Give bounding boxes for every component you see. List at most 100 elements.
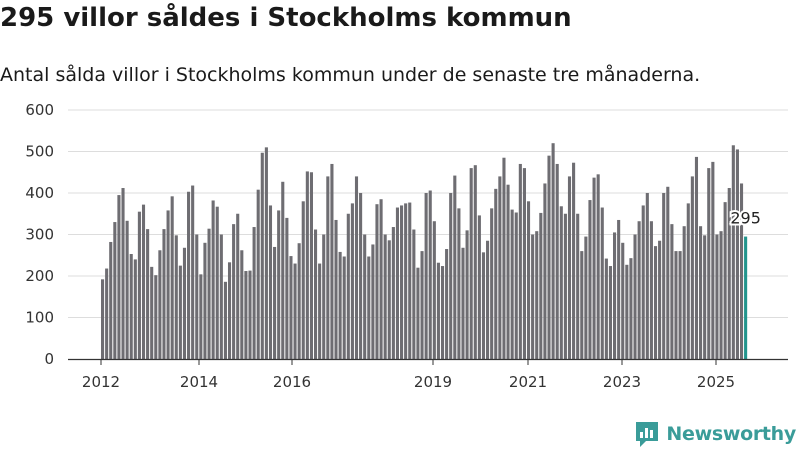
bar	[445, 249, 449, 359]
bar	[367, 256, 371, 359]
bar	[383, 234, 387, 359]
bar	[711, 161, 715, 360]
bar	[330, 163, 334, 359]
y-tick-label: 0	[44, 350, 54, 368]
bar	[727, 188, 731, 359]
bar	[604, 258, 608, 359]
bar	[440, 266, 445, 359]
bar	[506, 184, 510, 359]
bar	[731, 145, 735, 359]
bar	[215, 206, 219, 359]
bar	[150, 266, 154, 359]
bar	[608, 266, 612, 359]
bar	[191, 185, 195, 359]
brand-logo: Newsworthy	[634, 419, 796, 449]
bar	[432, 221, 436, 359]
bar	[195, 234, 199, 359]
x-tick-label: 2014	[180, 373, 218, 391]
brand-name: Newsworthy	[666, 423, 796, 445]
bar	[490, 208, 494, 359]
bar	[629, 258, 633, 359]
highlight-value-label: 295	[730, 209, 761, 228]
bar	[379, 199, 383, 359]
bar	[227, 262, 232, 359]
bar	[563, 213, 567, 359]
bar	[703, 235, 707, 359]
bar	[395, 207, 400, 359]
bar	[309, 172, 313, 359]
bar	[641, 205, 645, 359]
bar	[666, 186, 670, 359]
bar	[289, 256, 293, 359]
bar	[588, 200, 592, 359]
bar	[555, 163, 559, 359]
bar	[420, 251, 424, 359]
bar	[182, 247, 187, 359]
x-tick-label: 2023	[603, 373, 641, 391]
bar	[178, 265, 182, 360]
bar	[338, 251, 342, 359]
bar	[637, 221, 641, 359]
bar	[502, 157, 506, 359]
x-tick-label: 2019	[414, 373, 452, 391]
bar	[531, 234, 535, 359]
y-tick-label: 200	[25, 267, 54, 285]
bar	[457, 208, 461, 359]
bar	[707, 168, 711, 359]
bar	[268, 205, 273, 359]
bar	[453, 175, 457, 359]
highlighted-bar	[744, 236, 748, 359]
bar	[522, 168, 526, 359]
bar	[322, 234, 326, 359]
bar	[645, 193, 649, 359]
bar	[375, 204, 379, 359]
x-axis-tick-labels: 2012 2014 2016 2019 2021 2023 2025	[82, 373, 735, 391]
bar	[625, 264, 629, 359]
bar	[371, 244, 375, 359]
bar	[199, 274, 203, 359]
bar	[219, 234, 223, 359]
bar	[481, 252, 486, 359]
y-tick-label: 300	[25, 226, 54, 244]
bar	[694, 156, 699, 359]
bar	[416, 267, 420, 359]
bar	[494, 188, 498, 359]
bar	[596, 174, 600, 359]
chart-subtitle: Antal sålda villor i Stockholms kommun u…	[0, 64, 701, 86]
bar	[715, 234, 719, 359]
bar	[621, 242, 625, 359]
bar	[293, 263, 297, 359]
bar	[690, 176, 694, 359]
bar	[141, 204, 146, 359]
x-tick-label: 2025	[697, 373, 735, 391]
bar	[129, 254, 133, 359]
bar	[363, 234, 367, 359]
bar	[248, 270, 252, 359]
bars	[101, 143, 748, 360]
bar	[514, 212, 518, 359]
bar	[658, 240, 662, 359]
bar	[653, 246, 658, 359]
newsworthy-logo-icon	[636, 422, 659, 447]
bar	[109, 241, 113, 359]
bar	[236, 213, 240, 359]
bar	[223, 281, 227, 359]
bar	[674, 251, 678, 359]
bar	[158, 250, 162, 359]
bar	[113, 222, 117, 359]
bar	[121, 188, 125, 359]
bar	[678, 251, 682, 359]
bar	[174, 235, 178, 359]
bar	[391, 227, 395, 359]
bar	[723, 202, 727, 359]
bar	[285, 217, 289, 359]
bar	[412, 229, 416, 359]
bar	[125, 220, 129, 359]
bar	[576, 213, 580, 359]
bar	[535, 231, 539, 359]
y-axis-tick-labels: 0 100 200 300 400 500 600	[25, 101, 54, 368]
bar	[580, 251, 584, 359]
bar	[297, 243, 301, 359]
y-tick-label: 100	[25, 309, 54, 327]
bar	[256, 189, 260, 359]
